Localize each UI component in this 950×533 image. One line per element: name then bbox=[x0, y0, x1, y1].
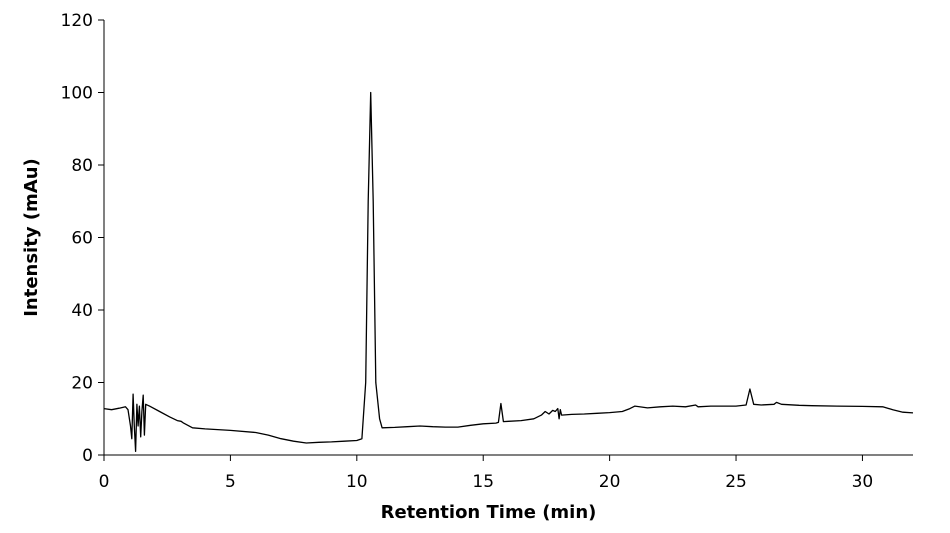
y-tick-label: 0 bbox=[82, 446, 93, 466]
x-tick-label: 30 bbox=[852, 472, 874, 492]
x-tick-label: 10 bbox=[346, 472, 368, 492]
x-tick-label: 25 bbox=[725, 472, 747, 492]
x-tick-label: 15 bbox=[472, 472, 494, 492]
y-axis-title: Intensity (mAu) bbox=[21, 158, 42, 317]
series-group bbox=[103, 91, 914, 453]
y-tick-label: 100 bbox=[61, 84, 93, 104]
y-axis-ticks: 0 20 40 60 80 100 120 bbox=[61, 11, 104, 466]
y-tick-label: 120 bbox=[61, 11, 93, 31]
chromatogram-line bbox=[103, 91, 914, 453]
x-axis-ticks: 0 5 10 15 20 25 30 bbox=[99, 455, 874, 492]
x-tick-label: 5 bbox=[225, 472, 236, 492]
x-axis-title: Retention Time (min) bbox=[381, 502, 597, 523]
y-tick-label: 20 bbox=[71, 374, 93, 394]
y-tick-label: 40 bbox=[71, 301, 93, 321]
y-tick-label: 80 bbox=[71, 156, 93, 176]
x-tick-label: 0 bbox=[99, 472, 110, 492]
y-tick-label: 60 bbox=[71, 229, 93, 249]
x-tick-label: 20 bbox=[599, 472, 621, 492]
